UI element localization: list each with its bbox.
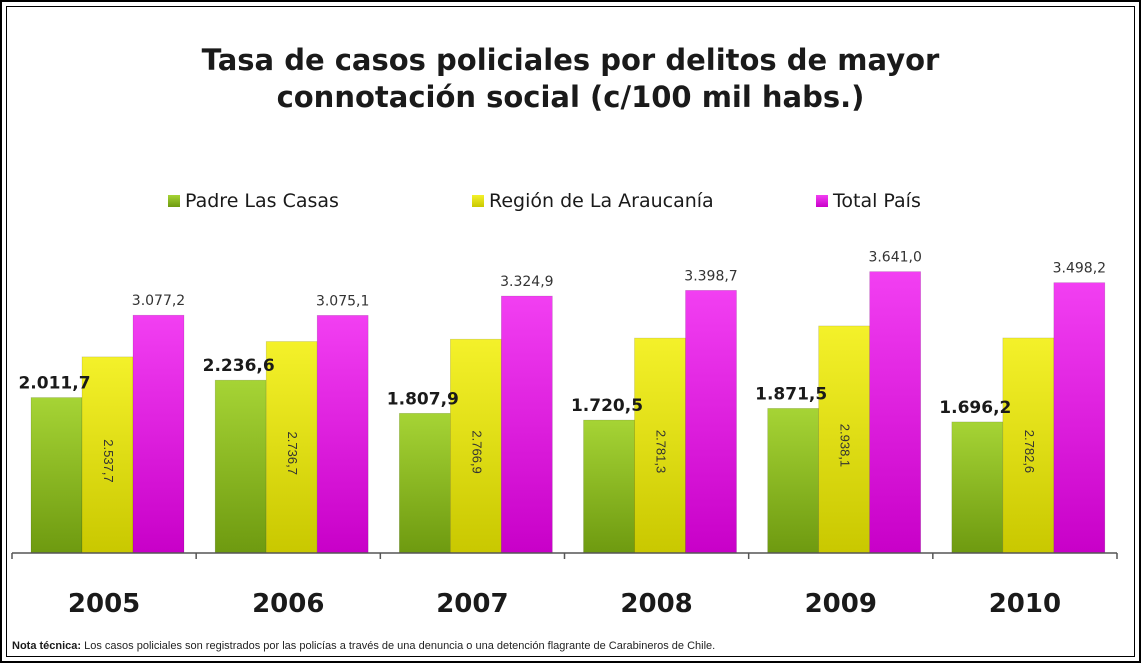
x-tick-label-2006: 2006 — [252, 589, 324, 619]
bar-region-de-la-araucania-2010 — [1002, 337, 1055, 554]
legend-item-padre-las-casas: Padre Las Casas — [168, 190, 339, 212]
bar-total-pais-2010 — [1053, 282, 1106, 554]
x-tick-label-2007: 2007 — [436, 589, 508, 619]
legend-label-total-pais: Total País — [833, 190, 921, 212]
bar-padre-las-casas-2005 — [30, 397, 83, 554]
data-label-total-pais-2010: 3.498,2 — [1053, 261, 1106, 277]
legend-label-padre-las-casas: Padre Las Casas — [185, 190, 339, 212]
data-label-padre-las-casas-2008: 1.720,5 — [571, 396, 643, 416]
data-label-total-pais-2006: 3.075,1 — [316, 293, 369, 309]
data-label-total-pais-2008: 3.398,7 — [684, 268, 737, 284]
bar-total-pais-2008 — [685, 290, 737, 554]
bars-layer — [30, 271, 1106, 554]
data-label-total-pais-2005: 3.077,2 — [132, 293, 185, 309]
bar-region-de-la-araucania-2008 — [634, 337, 686, 554]
chart-legend: Padre Las Casas Región de La Araucanía T… — [0, 190, 1141, 220]
x-tick-label-2008: 2008 — [620, 589, 692, 619]
x-tick-label-2005: 2005 — [68, 589, 140, 619]
bar-total-pais-2007 — [501, 295, 553, 554]
bar-total-pais-2005 — [132, 314, 185, 554]
bar-padre-las-casas-2006 — [214, 379, 267, 554]
data-label-padre-las-casas-2010: 1.696,2 — [939, 398, 1011, 418]
legend-item-region-araucania: Región de La Araucanía — [472, 190, 714, 212]
legend-swatch-total-pais — [816, 195, 828, 207]
bar-region-de-la-araucania-2007 — [450, 338, 502, 554]
data-label-total-pais-2007: 3.324,9 — [500, 274, 553, 290]
data-label-padre-las-casas-2006: 2.236,6 — [203, 356, 275, 376]
bar-padre-las-casas-2010 — [951, 421, 1004, 554]
data-label-region-de-la-araucania-2007: 2.766,9 — [469, 430, 484, 473]
data-label-padre-las-casas-2009: 1.871,5 — [755, 384, 827, 404]
data-labels-layer: 2.011,7 2.537,7 3.077,2 2.236,6 2.736,7 3.075… — [18, 250, 1106, 483]
x-tick-label-2010: 2010 — [989, 589, 1061, 619]
legend-swatch-padre-las-casas — [168, 195, 180, 207]
bar-padre-las-casas-2009 — [767, 408, 819, 554]
bar-region-de-la-araucania-2005 — [81, 356, 134, 554]
data-label-total-pais-2009: 3.641,0 — [868, 250, 921, 266]
bar-region-de-la-araucania-2006 — [265, 341, 318, 554]
bar-padre-las-casas-2008 — [583, 419, 635, 554]
technical-note-text: Los casos policiales son registrados por… — [81, 640, 716, 652]
x-tick-label-2009: 2009 — [805, 589, 877, 619]
chart-inner-frame — [6, 6, 1135, 657]
bar-region-de-la-araucania-2009 — [818, 325, 870, 554]
data-label-region-de-la-araucania-2009: 2.938,1 — [838, 424, 853, 467]
data-label-padre-las-casas-2007: 1.807,9 — [387, 389, 459, 409]
technical-note-label: Nota técnica: — [12, 640, 82, 652]
data-label-region-de-la-araucania-2008: 2.781,3 — [654, 430, 669, 473]
bar-total-pais-2006 — [316, 315, 369, 554]
data-label-region-de-la-araucania-2006: 2.736,7 — [285, 432, 300, 475]
x-axis: 2005 2006 2007 2008 2009 2010 — [11, 552, 1118, 619]
chart-title-line-2: connotación social (c/100 mil habs.) — [276, 80, 865, 114]
data-label-region-de-la-araucania-2010: 2.782,6 — [1022, 430, 1037, 473]
chart-title-line-1: Tasa de casos policiales por delitos de … — [201, 43, 940, 77]
legend-item-total-pais: Total País — [816, 190, 921, 212]
bar-total-pais-2009 — [869, 271, 921, 554]
data-label-region-de-la-araucania-2005: 2.537,7 — [101, 439, 116, 482]
chart-title: Tasa de casos policiales por delitos de … — [0, 42, 1141, 116]
data-label-padre-las-casas-2005: 2.011,7 — [18, 374, 90, 394]
legend-swatch-region-araucania — [472, 195, 484, 207]
technical-note: Nota técnica: Los casos policiales son r… — [12, 640, 715, 652]
legend-label-region-araucania: Región de La Araucanía — [489, 190, 714, 212]
bar-padre-las-casas-2007 — [399, 412, 451, 554]
